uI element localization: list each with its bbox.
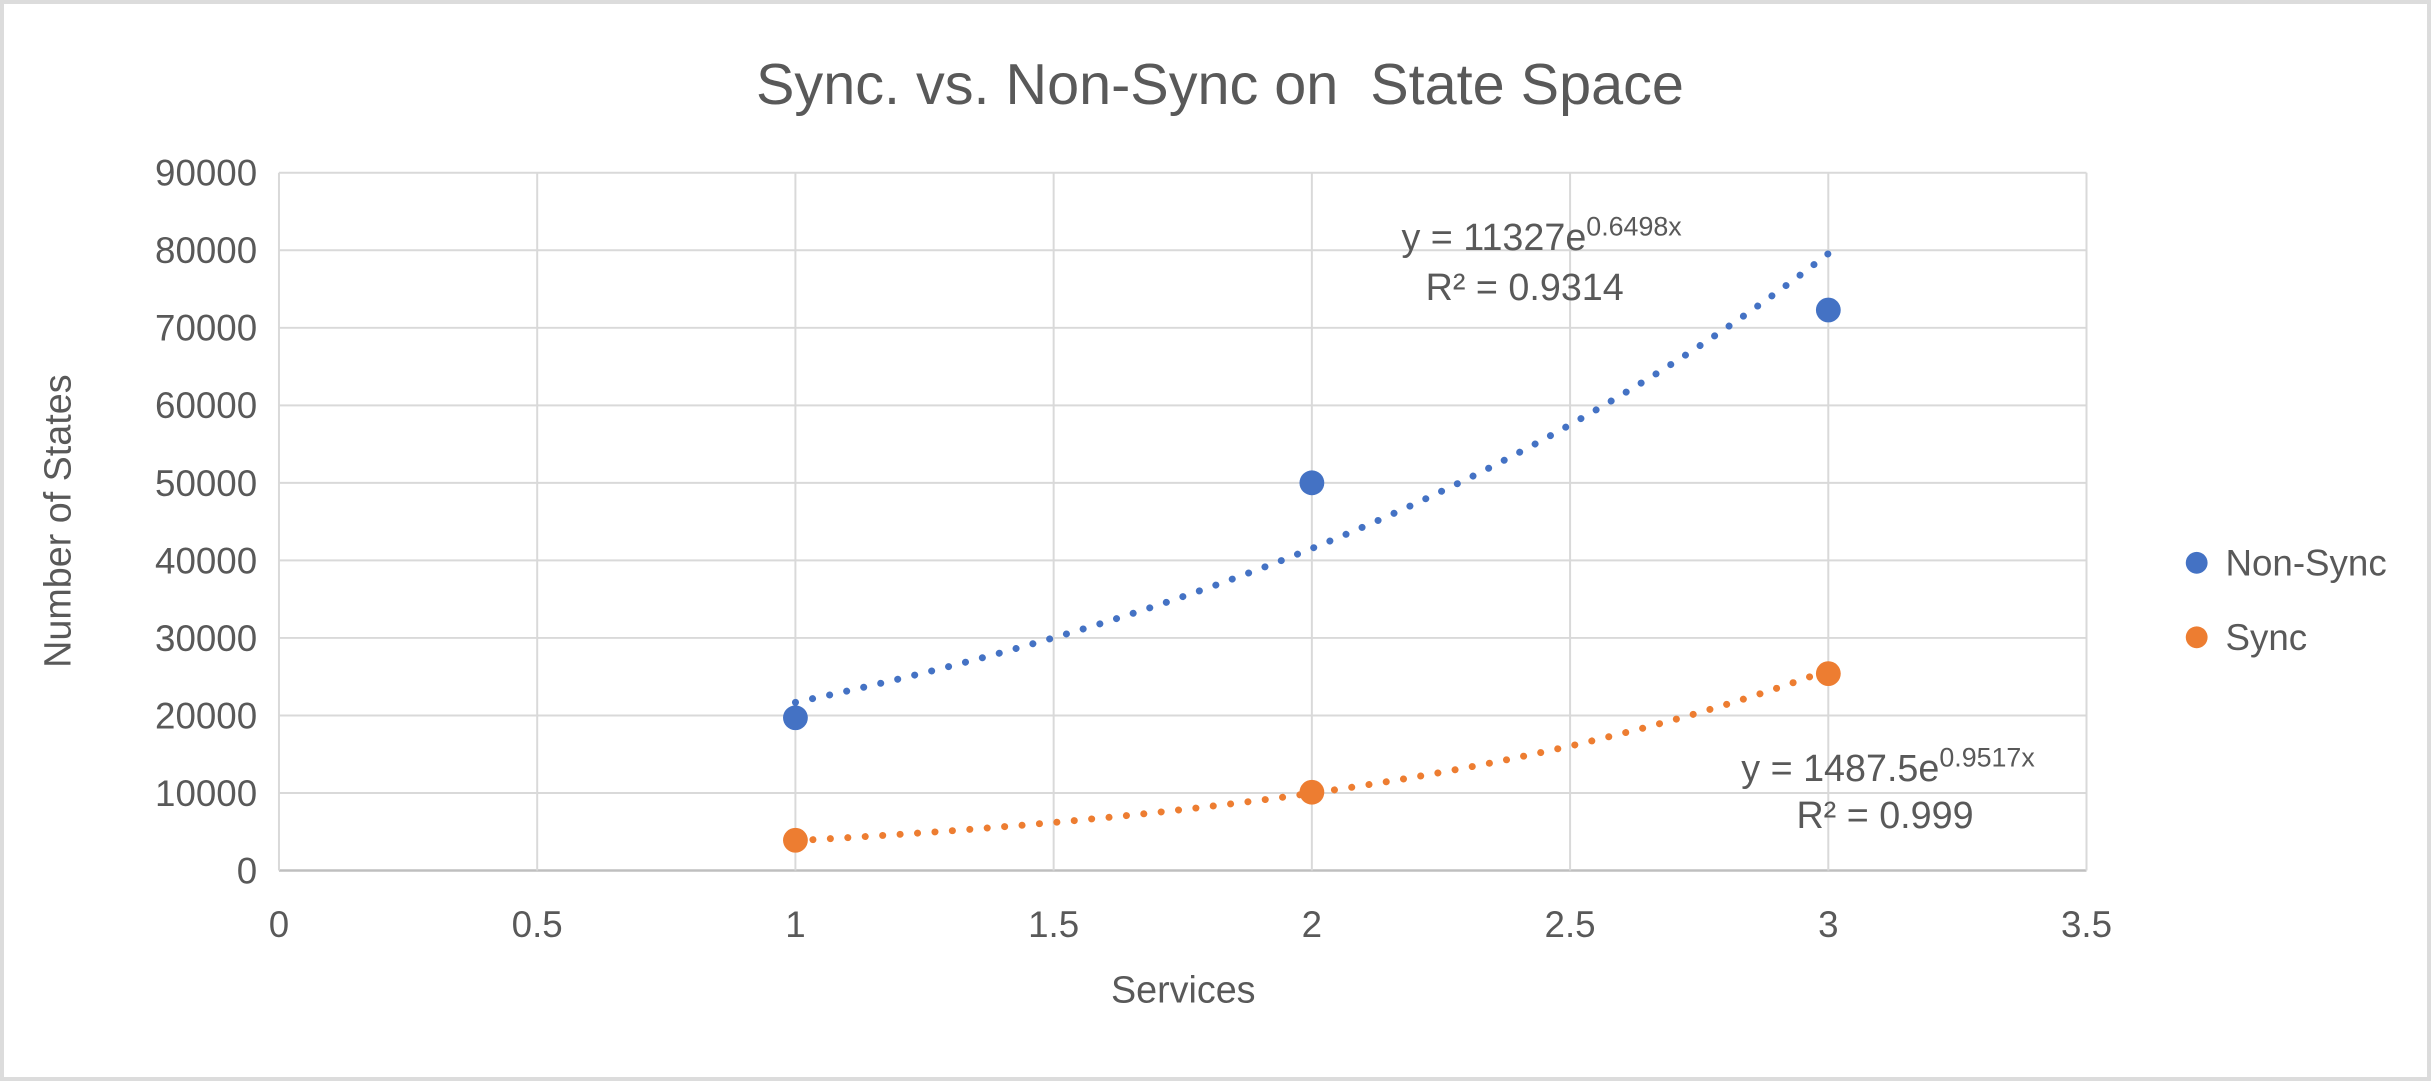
trendline-sync [791, 666, 1832, 845]
y-tick-label: 90000 [155, 153, 257, 194]
y-axis-title: Number of States [37, 374, 79, 667]
y-tick-label: 70000 [155, 308, 257, 349]
series-layer: y = 11327e0.6498x R² = 0.9314 y = 1487.5e0… [783, 211, 2035, 853]
trendline-equation-sync: y = 1487.5e0.9517x [1741, 742, 2035, 789]
y-tick-label: 0 [237, 850, 257, 891]
y-tick-label: 30000 [155, 618, 257, 659]
x-tick-label: 1.5 [1028, 904, 1079, 945]
gridlines: 0 10000 20000 30000 40000 50000 60000 70000 8000… [155, 153, 2112, 945]
x-tick-label: 3.5 [2061, 904, 2112, 945]
y-tick-label: 60000 [155, 385, 257, 426]
legend-marker-non-sync [2185, 551, 2208, 574]
legend-label-sync: Sync [2225, 617, 2307, 658]
x-tick-label: 0.5 [512, 904, 563, 945]
x-tick-label: 0 [269, 904, 289, 945]
x-tick-label: 2 [1302, 904, 1322, 945]
data-point-non-sync [1299, 470, 1325, 496]
y-tick-label: 20000 [155, 695, 257, 736]
data-point-non-sync [783, 705, 808, 731]
y-tick-label: 40000 [155, 540, 257, 581]
x-tick-label: 1 [785, 904, 805, 945]
data-point-non-sync [1815, 297, 1841, 323]
trendline-r2-non-sync: R² = 0.9314 [1426, 266, 1624, 308]
legend-marker-sync [2185, 626, 2208, 649]
data-point-sync [1815, 661, 1841, 687]
data-point-sync [783, 827, 808, 853]
trendline-r2-sync: R² = 0.999 [1796, 794, 1973, 836]
legend: Non-Sync Sync [2185, 543, 2387, 658]
x-tick-label: 3 [1818, 904, 1838, 945]
x-tick-label: 2.5 [1545, 904, 1596, 945]
trendline-non-sync [791, 250, 1832, 706]
trendline-equation-non-sync: y = 11327e0.6498x [1401, 211, 1682, 258]
legend-label-non-sync: Non-Sync [2225, 543, 2386, 584]
chart-title: Sync. vs. Non-Sync on State Space [756, 53, 1684, 117]
y-tick-label: 50000 [155, 463, 257, 504]
x-axis-title: Services [1111, 969, 1256, 1011]
y-tick-label: 80000 [155, 230, 257, 271]
y-tick-label: 10000 [155, 773, 257, 814]
scatter-chart: 0 10000 20000 30000 40000 50000 60000 70000 8000… [37, 53, 2387, 1011]
data-point-sync [1299, 779, 1325, 805]
